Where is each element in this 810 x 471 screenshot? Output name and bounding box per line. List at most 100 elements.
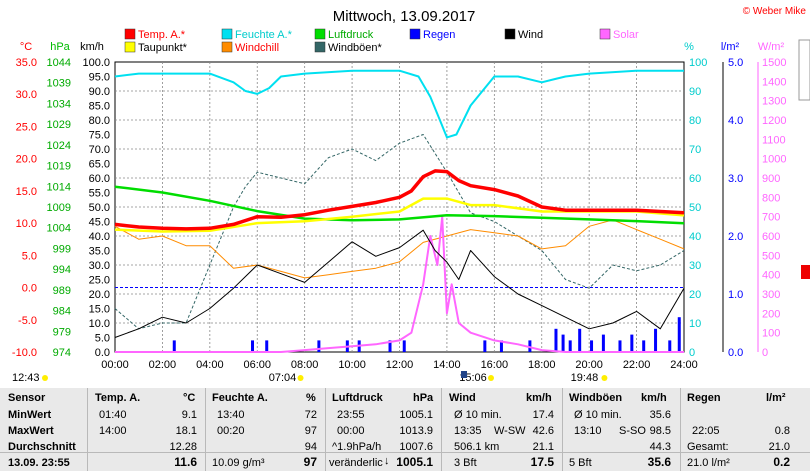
wind-tick-label: 25.0 (89, 275, 110, 287)
x-tick-label: 18:00 (528, 359, 556, 371)
solar-tick-label: 800 (762, 192, 780, 204)
x-tick-label: 20:00 (575, 359, 603, 371)
gust-avg-label: Ø 10 min. (574, 409, 622, 421)
header-rain: Regen (687, 392, 721, 404)
x-tick-label: 16:00 (481, 359, 509, 371)
hum-max-value: 97 (304, 425, 317, 437)
rain-tick-label: 2.0 (728, 231, 743, 243)
wind-tick-label: 10.0 (89, 318, 110, 330)
series-line-luftdruck (114, 185, 685, 225)
pressure-tick-label: 989 (53, 285, 71, 297)
legend-label: Solar (613, 29, 639, 41)
wind-avg-label: Ø 10 min. (454, 409, 502, 421)
humidity-tick-label: 30 (689, 260, 701, 272)
x-tick-label: 08:00 (291, 359, 319, 371)
solar-tick-label: 1300 (762, 96, 786, 108)
gust-max-value: 98.5 (649, 425, 671, 437)
col-divider (87, 388, 88, 471)
header-pressure: Luftdruck (332, 392, 383, 404)
press-trend: ^1.9hPa/h (332, 441, 382, 453)
press-min-time: 23:55 (337, 409, 365, 421)
temp-min-time: 01:40 (99, 409, 127, 421)
humidity-tick-label: 0 (689, 347, 695, 359)
copyright-text: © Weber Mike (743, 6, 807, 17)
temp-now-value: 11.6 (174, 455, 197, 469)
sun-icon (601, 375, 608, 381)
solar-tick-label: 600 (762, 231, 780, 243)
series-line-windchill (114, 219, 685, 279)
wind-tick-label: 15.0 (89, 304, 110, 316)
rain-max-value: 0.8 (774, 425, 790, 437)
rain-bar (618, 340, 622, 352)
legend-label: Windböen* (328, 42, 383, 54)
series-line-wind (114, 229, 685, 338)
pressure-tick-label: 974 (53, 347, 71, 359)
rain-bar (554, 328, 558, 352)
press-max-value: 1013.9 (399, 425, 433, 437)
rain-bar (499, 340, 503, 352)
legend-swatch (221, 41, 233, 53)
rain-now-text: 21.0 l/m² (687, 457, 730, 469)
rain-tick-label: 4.0 (728, 115, 743, 127)
gust-max-direction: S-SO (619, 425, 646, 437)
temp-max-value: 18.1 (175, 425, 197, 437)
wind-tick-label: 5.0 (95, 333, 110, 345)
pressure-tick-label: 1029 (47, 119, 71, 131)
pressure-tick-label: 999 (53, 243, 71, 255)
col-divider (562, 388, 563, 471)
wind-max-direction: W-SW (494, 425, 526, 437)
rain-tick-label: 0.0 (728, 347, 743, 359)
wind-tick-label: 0.0 (95, 347, 110, 359)
pressure-tick-label: 1019 (47, 161, 71, 173)
rain-bar (642, 340, 646, 352)
legend-swatch (599, 28, 611, 40)
wind-unit-label: km/h (80, 41, 104, 53)
humidity-tick-label: 60 (689, 173, 701, 185)
pressure-tick-label: 1004 (47, 223, 71, 235)
x-tick-label: 04:00 (196, 359, 224, 371)
solar-tick-label: 1100 (762, 134, 786, 146)
legend-label: Temp. A.* (138, 29, 186, 41)
solar-tick-label: 1400 (762, 76, 786, 88)
pressure-unit-label: hPa (50, 41, 70, 53)
solar-tick-label: 0 (762, 347, 768, 359)
solar-tick-label: 1500 (762, 57, 786, 69)
hum-now-value: 97 (303, 455, 317, 469)
rain-bar (578, 328, 582, 352)
right-edge-artifact (798, 39, 810, 279)
legend-swatch (314, 28, 326, 40)
x-tick-label: 22:00 (623, 359, 651, 371)
temp-avg-value: 12.28 (169, 441, 197, 453)
rain-bar (630, 334, 634, 352)
legend-label: Regen (423, 29, 455, 41)
solar-tick-label: 300 (762, 289, 780, 301)
rain-bar (317, 340, 321, 352)
rain-bar (668, 340, 672, 352)
rain-bar (654, 328, 658, 352)
wind-avg-value: 17.4 (532, 409, 554, 421)
gust-beaufort: 5 Bft (569, 457, 592, 469)
wind-tick-label: 95.0 (89, 72, 110, 84)
temp-max-time: 14:00 (99, 425, 127, 437)
rain-tick-label: 3.0 (728, 173, 743, 185)
rain-bar (483, 340, 487, 352)
sunrise-time-label: 07:04 (269, 372, 297, 384)
gust-now-value: 35.6 (647, 455, 671, 469)
wind-tick-label: 80.0 (89, 115, 110, 127)
solar-tick-label: 900 (762, 173, 780, 185)
press-min-value: 1005.1 (399, 409, 433, 421)
wind-tick-label: 35.0 (89, 246, 110, 258)
humidity-tick-label: 90 (689, 86, 701, 98)
wind-tick-label: 90.0 (89, 86, 110, 98)
header-wind: Wind (449, 392, 476, 404)
temp-min-value: 9.1 (181, 409, 197, 421)
series-layer (114, 69, 685, 353)
humidity-tick-label: 80 (689, 115, 701, 127)
rain-tick-label: 5.0 (728, 57, 743, 69)
legend-label: Windchill (235, 42, 279, 54)
sun-icon (487, 375, 494, 381)
header-gust-unit: km/h (641, 392, 667, 404)
x-tick-label: 02:00 (149, 359, 177, 371)
pressure-tick-label: 979 (53, 326, 71, 338)
legend-swatch (314, 41, 326, 53)
